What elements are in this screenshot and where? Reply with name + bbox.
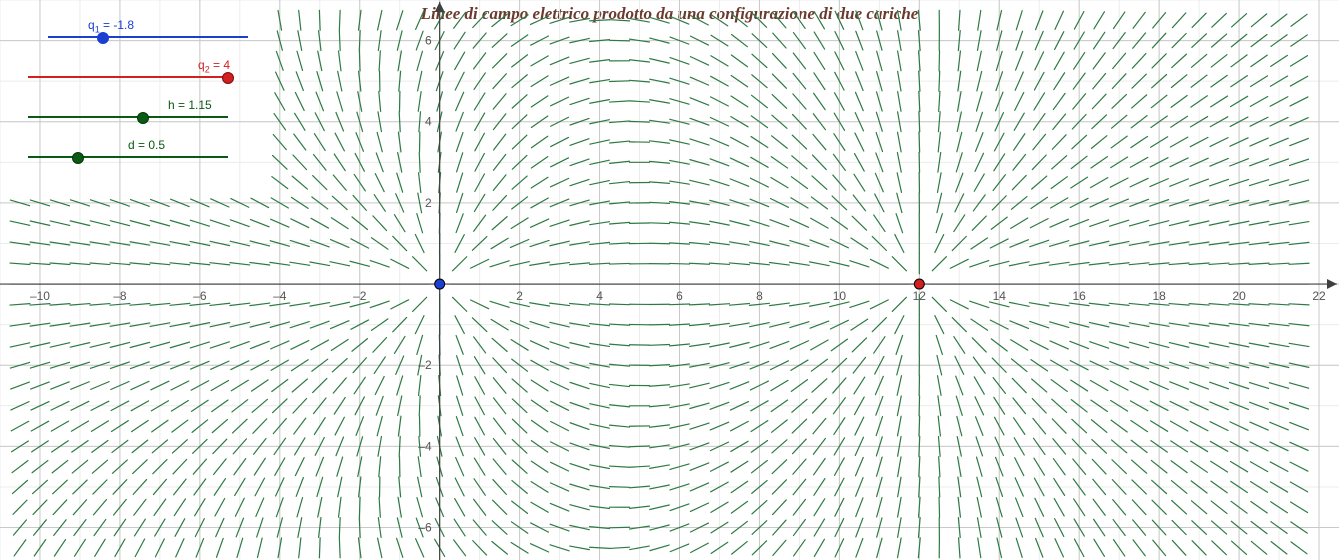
y-tick-label: 2 xyxy=(425,196,432,210)
x-tick-label: –4 xyxy=(273,289,287,303)
slider-track-q1[interactable] xyxy=(48,36,248,38)
slider-knob-h[interactable] xyxy=(137,112,149,124)
slider-knob-d[interactable] xyxy=(72,152,84,164)
slider-track-h[interactable] xyxy=(28,116,228,118)
slider-knob-q1[interactable] xyxy=(97,32,109,44)
x-tick-label: 20 xyxy=(1232,289,1246,303)
y-tick-label: –4 xyxy=(418,439,432,453)
slider-knob-q2[interactable] xyxy=(222,72,234,84)
y-tick-label: 6 xyxy=(425,34,432,48)
slider-q1[interactable]: q1 = -1.8 xyxy=(28,18,228,58)
slider-track-q2[interactable] xyxy=(28,76,228,78)
x-tick-label: 12 xyxy=(913,289,927,303)
x-tick-label: 8 xyxy=(756,289,763,303)
x-tick-label: –6 xyxy=(193,289,207,303)
slider-label-q1: q1 = -1.8 xyxy=(88,18,134,34)
x-tick-label: –8 xyxy=(113,289,127,303)
x-tick-label: 18 xyxy=(1152,289,1166,303)
y-tick-label: –2 xyxy=(418,358,432,372)
charge-q1[interactable] xyxy=(435,279,445,289)
x-tick-label: –10 xyxy=(30,289,50,303)
slider-h[interactable]: h = 1.15 xyxy=(28,98,228,138)
x-tick-label: 6 xyxy=(676,289,683,303)
x-tick-label: 2 xyxy=(516,289,523,303)
x-tick-label: –2 xyxy=(353,289,367,303)
slider-q2[interactable]: q2 = 4 xyxy=(28,58,228,98)
y-tick-label: –6 xyxy=(418,521,432,535)
x-tick-label: 22 xyxy=(1312,289,1326,303)
x-axis-arrow-icon xyxy=(1327,279,1337,289)
y-axis-arrow-icon xyxy=(435,2,445,12)
x-tick-label: 16 xyxy=(1073,289,1087,303)
slider-label-d: d = 0.5 xyxy=(128,138,165,152)
slider-d[interactable]: d = 0.5 xyxy=(28,138,228,178)
sliders-panel: q1 = -1.8 q2 = 4h = 1.15 d = 0.5 xyxy=(28,18,228,178)
x-tick-label: 4 xyxy=(596,289,603,303)
y-tick-label: 4 xyxy=(425,115,432,129)
slider-label-h: h = 1.15 xyxy=(168,98,212,112)
slider-track-d[interactable] xyxy=(28,156,228,158)
x-tick-label: 10 xyxy=(833,289,847,303)
x-tick-label: 14 xyxy=(993,289,1007,303)
charge-q2[interactable] xyxy=(914,279,924,289)
